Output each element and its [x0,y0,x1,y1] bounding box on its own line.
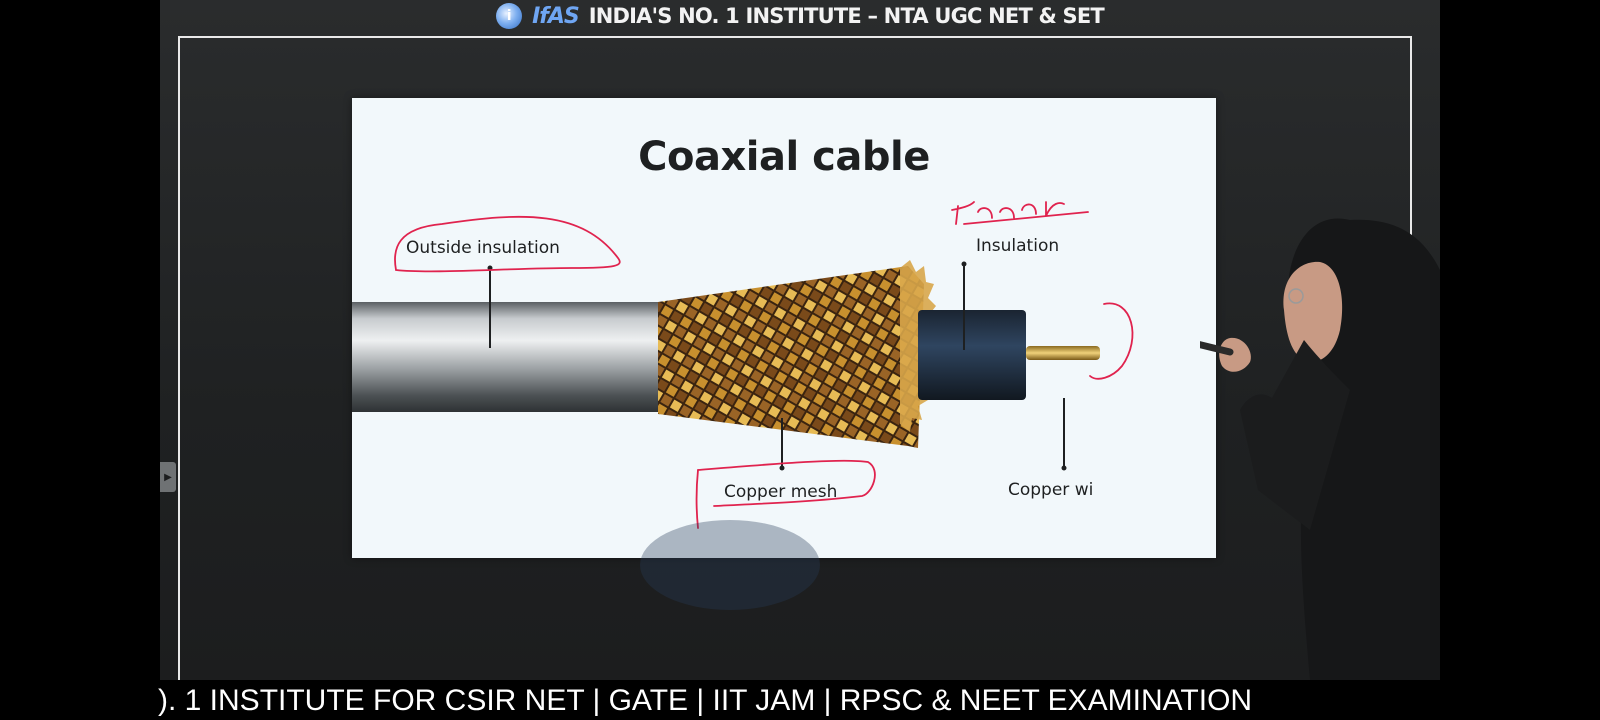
coaxial-cable-illustration [352,201,1134,529]
banner-text: INDIA'S NO. 1 INSTITUTE – NTA UGC NET & … [588,4,1105,28]
label-insulation: Insulation [976,236,1060,256]
copper-mesh-shape [658,266,924,448]
floor-reflection [640,520,820,610]
label-outside-insulation: Outside insulation [406,238,560,258]
presenter-figure [1200,218,1440,680]
side-expand-tab[interactable]: ▶ [160,462,176,492]
slide-title: Coaxial cable [638,134,930,180]
copper-wire-shape [1026,346,1100,360]
ifas-logo-icon: i [496,3,523,29]
ticker-text: ). 1 INSTITUTE FOR CSIR NET | GATE | IIT… [158,684,1253,717]
bottom-ticker: ). 1 INSTITUTE FOR CSIR NET | GATE | IIT… [0,680,1600,720]
slide: Coaxial cable Outside insulation Insulat… [352,98,1216,558]
video-frame: i IfAS INDIA'S NO. 1 INSTITUTE – NTA UGC… [160,0,1440,680]
pen-annotations [394,201,1134,529]
outer-insulation-shape [352,302,658,412]
label-copper-mesh: Copper mesh [724,482,838,502]
inner-insulation-shape [918,310,1026,400]
label-copper-wire: Copper wi [1008,480,1094,500]
header-banner: i IfAS INDIA'S NO. 1 INSTITUTE – NTA UGC… [160,0,1440,32]
logo-text: IfAS [532,3,580,29]
